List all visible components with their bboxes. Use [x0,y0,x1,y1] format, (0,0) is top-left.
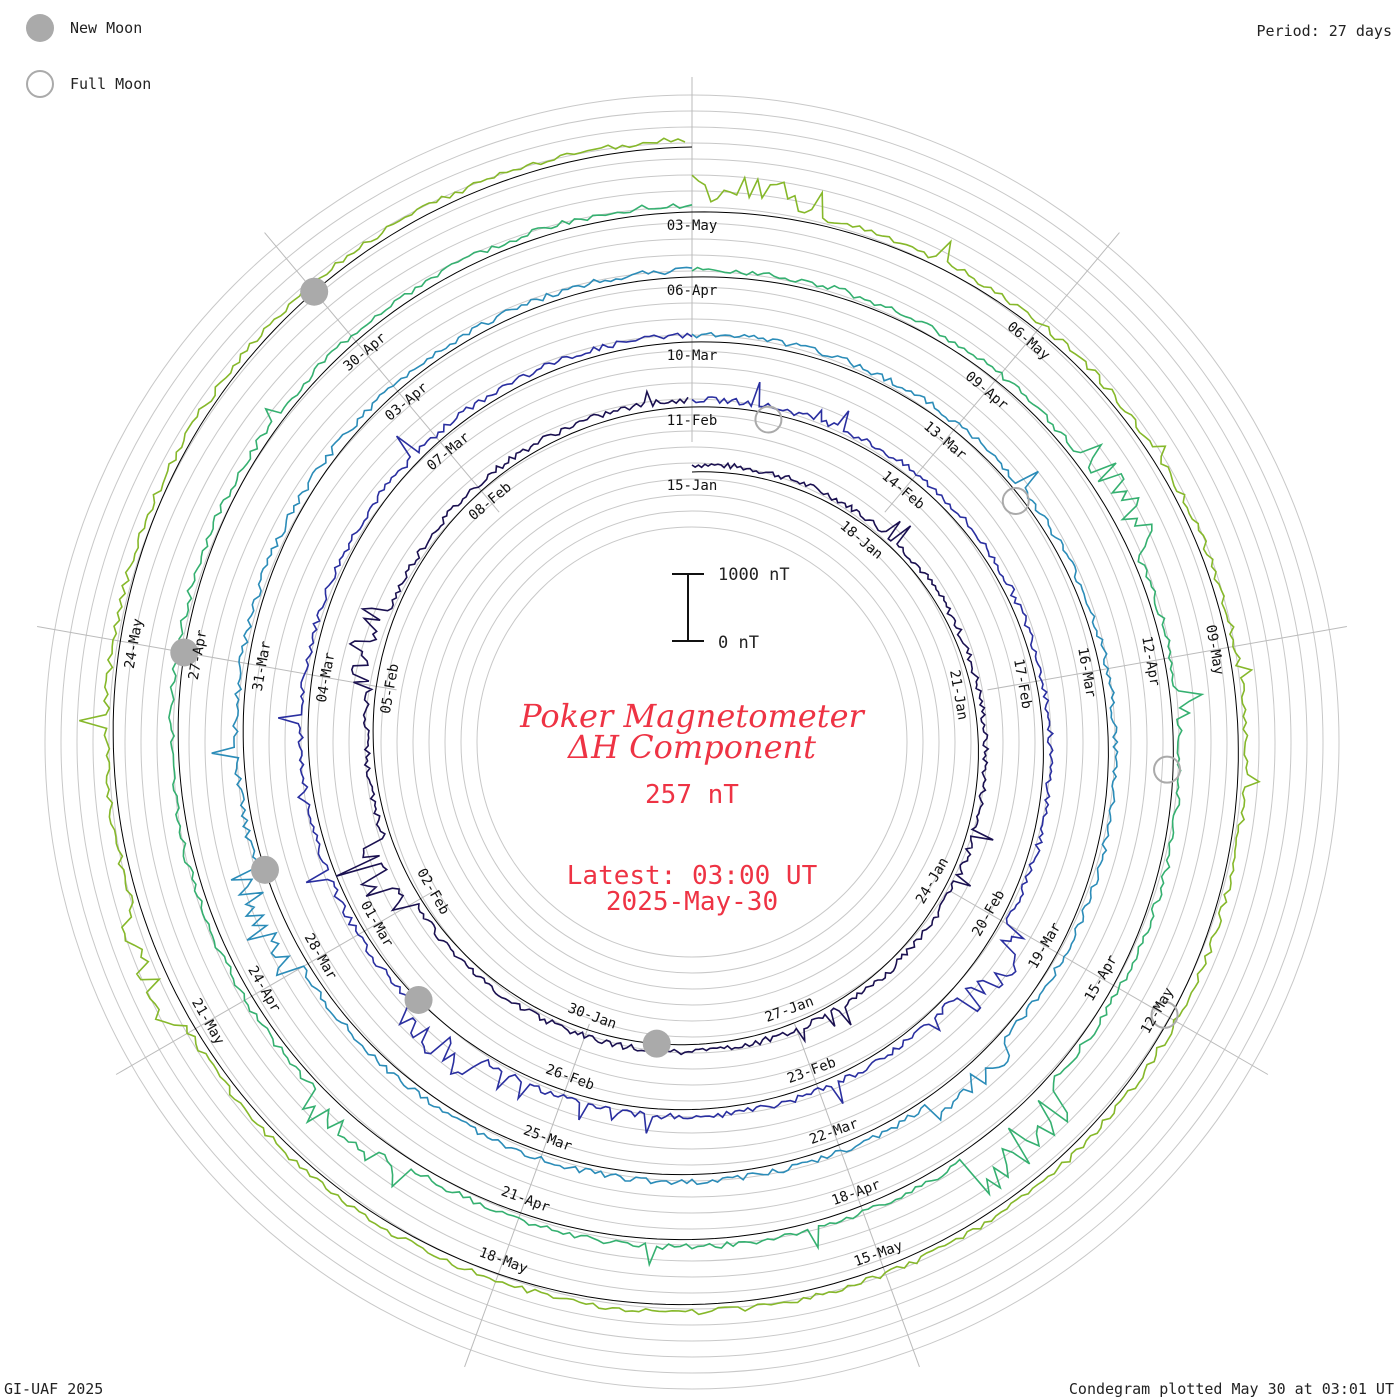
date-label: 12-May [1138,985,1177,1037]
date-label: 15-Apr [1082,952,1121,1004]
date-label: 11-Feb [667,413,718,429]
date-label: 21-Apr [499,1184,552,1216]
period-label: Period: 27 days [1256,22,1392,40]
baseline-spiral-path [112,146,1239,1306]
series-trace-2 [277,332,1055,1134]
series-trace-5 [79,137,1261,1316]
date-label: 27-Jan [763,994,816,1026]
grid-ring [460,510,924,974]
date-label: 06-Apr [667,283,718,299]
date-label: 03-May [667,218,718,234]
baseline-spiral [112,146,1239,1306]
full-moon-marker [1150,1000,1179,1029]
legend-full-moon-label: Full Moon [70,75,152,93]
legend-new-moon: New Moon [26,12,142,44]
full-moon-icon [26,70,54,98]
grid-spoke [794,1023,920,1368]
moon-layer [170,277,1182,1058]
date-label: 24-Jan [913,855,952,907]
legend-full-moon: Full Moon [26,68,151,100]
date-label: 12-Apr [1138,635,1163,688]
date-label: 19-Mar [1025,920,1064,972]
legend-new-moon-label: New Moon [70,19,143,37]
date-label: 01-Mar [357,898,396,950]
new-moon-marker [300,277,329,306]
full-moon-marker [1001,486,1030,515]
date-label: 23-Feb [785,1055,838,1087]
scale-bar: 1000 nT 0 nT [672,565,790,653]
latest-date: 2025-May-30 [606,887,778,917]
date-label: 27-Apr [186,629,211,682]
grid-ring [444,494,940,990]
date-label: 09-Apr [962,369,1011,414]
series-layer [79,137,1261,1316]
date-label: 30-Apr [340,330,389,375]
date-label: 31-Mar [250,640,275,693]
date-label: 15-Jan [667,478,718,494]
grid-spoke [115,891,433,1075]
date-label: 16-Mar [1074,646,1099,699]
full-moon-marker [1153,755,1182,784]
date-label: 20-Feb [969,887,1008,939]
grid-ring [396,446,988,1038]
date-label: 22-Mar [807,1116,860,1148]
date-label: 21-Jan [946,669,971,722]
date-label: 04-Mar [314,651,339,704]
new-moon-marker [250,855,279,884]
date-label: 18-Apr [830,1177,883,1209]
scale-top-label: 1000 nT [718,565,790,585]
date-label: 13-Mar [920,418,969,463]
full-moon-marker [754,405,783,434]
grid-spoke [464,1023,590,1368]
chart-title-line1: Poker Magnetometer [519,697,865,735]
series-trace-4 [168,203,1205,1268]
date-label: 10-Mar [667,348,718,364]
grid-spoke [37,626,397,691]
date-label: 30-Jan [566,1000,619,1032]
new-moon-marker [642,1029,671,1058]
date-label: 14-Feb [878,468,927,513]
date-label: 08-Feb [466,479,515,524]
date-label: 24-May [122,617,147,670]
latest-time: Latest: 03:00 UT [567,861,818,891]
plotted-timestamp: Condegram plotted May 30 at 03:01 UT [1068,1380,1394,1398]
chart-title-line2: ΔH Component [566,728,816,766]
series-trace-3 [211,266,1119,1186]
grid-spoke [987,626,1347,691]
series-trace-1 [335,388,994,1056]
grid-ring [476,526,908,958]
grid-spoke [264,232,500,513]
date-label: 26-Feb [543,1061,596,1093]
date-label: 15-May [852,1238,905,1270]
grid-ring [412,462,972,1022]
grid-spoke [951,891,1269,1075]
new-moon-marker [170,638,199,667]
credit-label: GI-UAF 2025 [4,1380,104,1398]
new-moon-marker [404,985,433,1014]
grid-ring [428,478,956,1006]
scale-bottom-label: 0 nT [718,633,759,653]
date-label: 18-Jan [837,518,886,563]
current-value: 257 nT [645,780,739,810]
new-moon-icon [26,14,54,42]
